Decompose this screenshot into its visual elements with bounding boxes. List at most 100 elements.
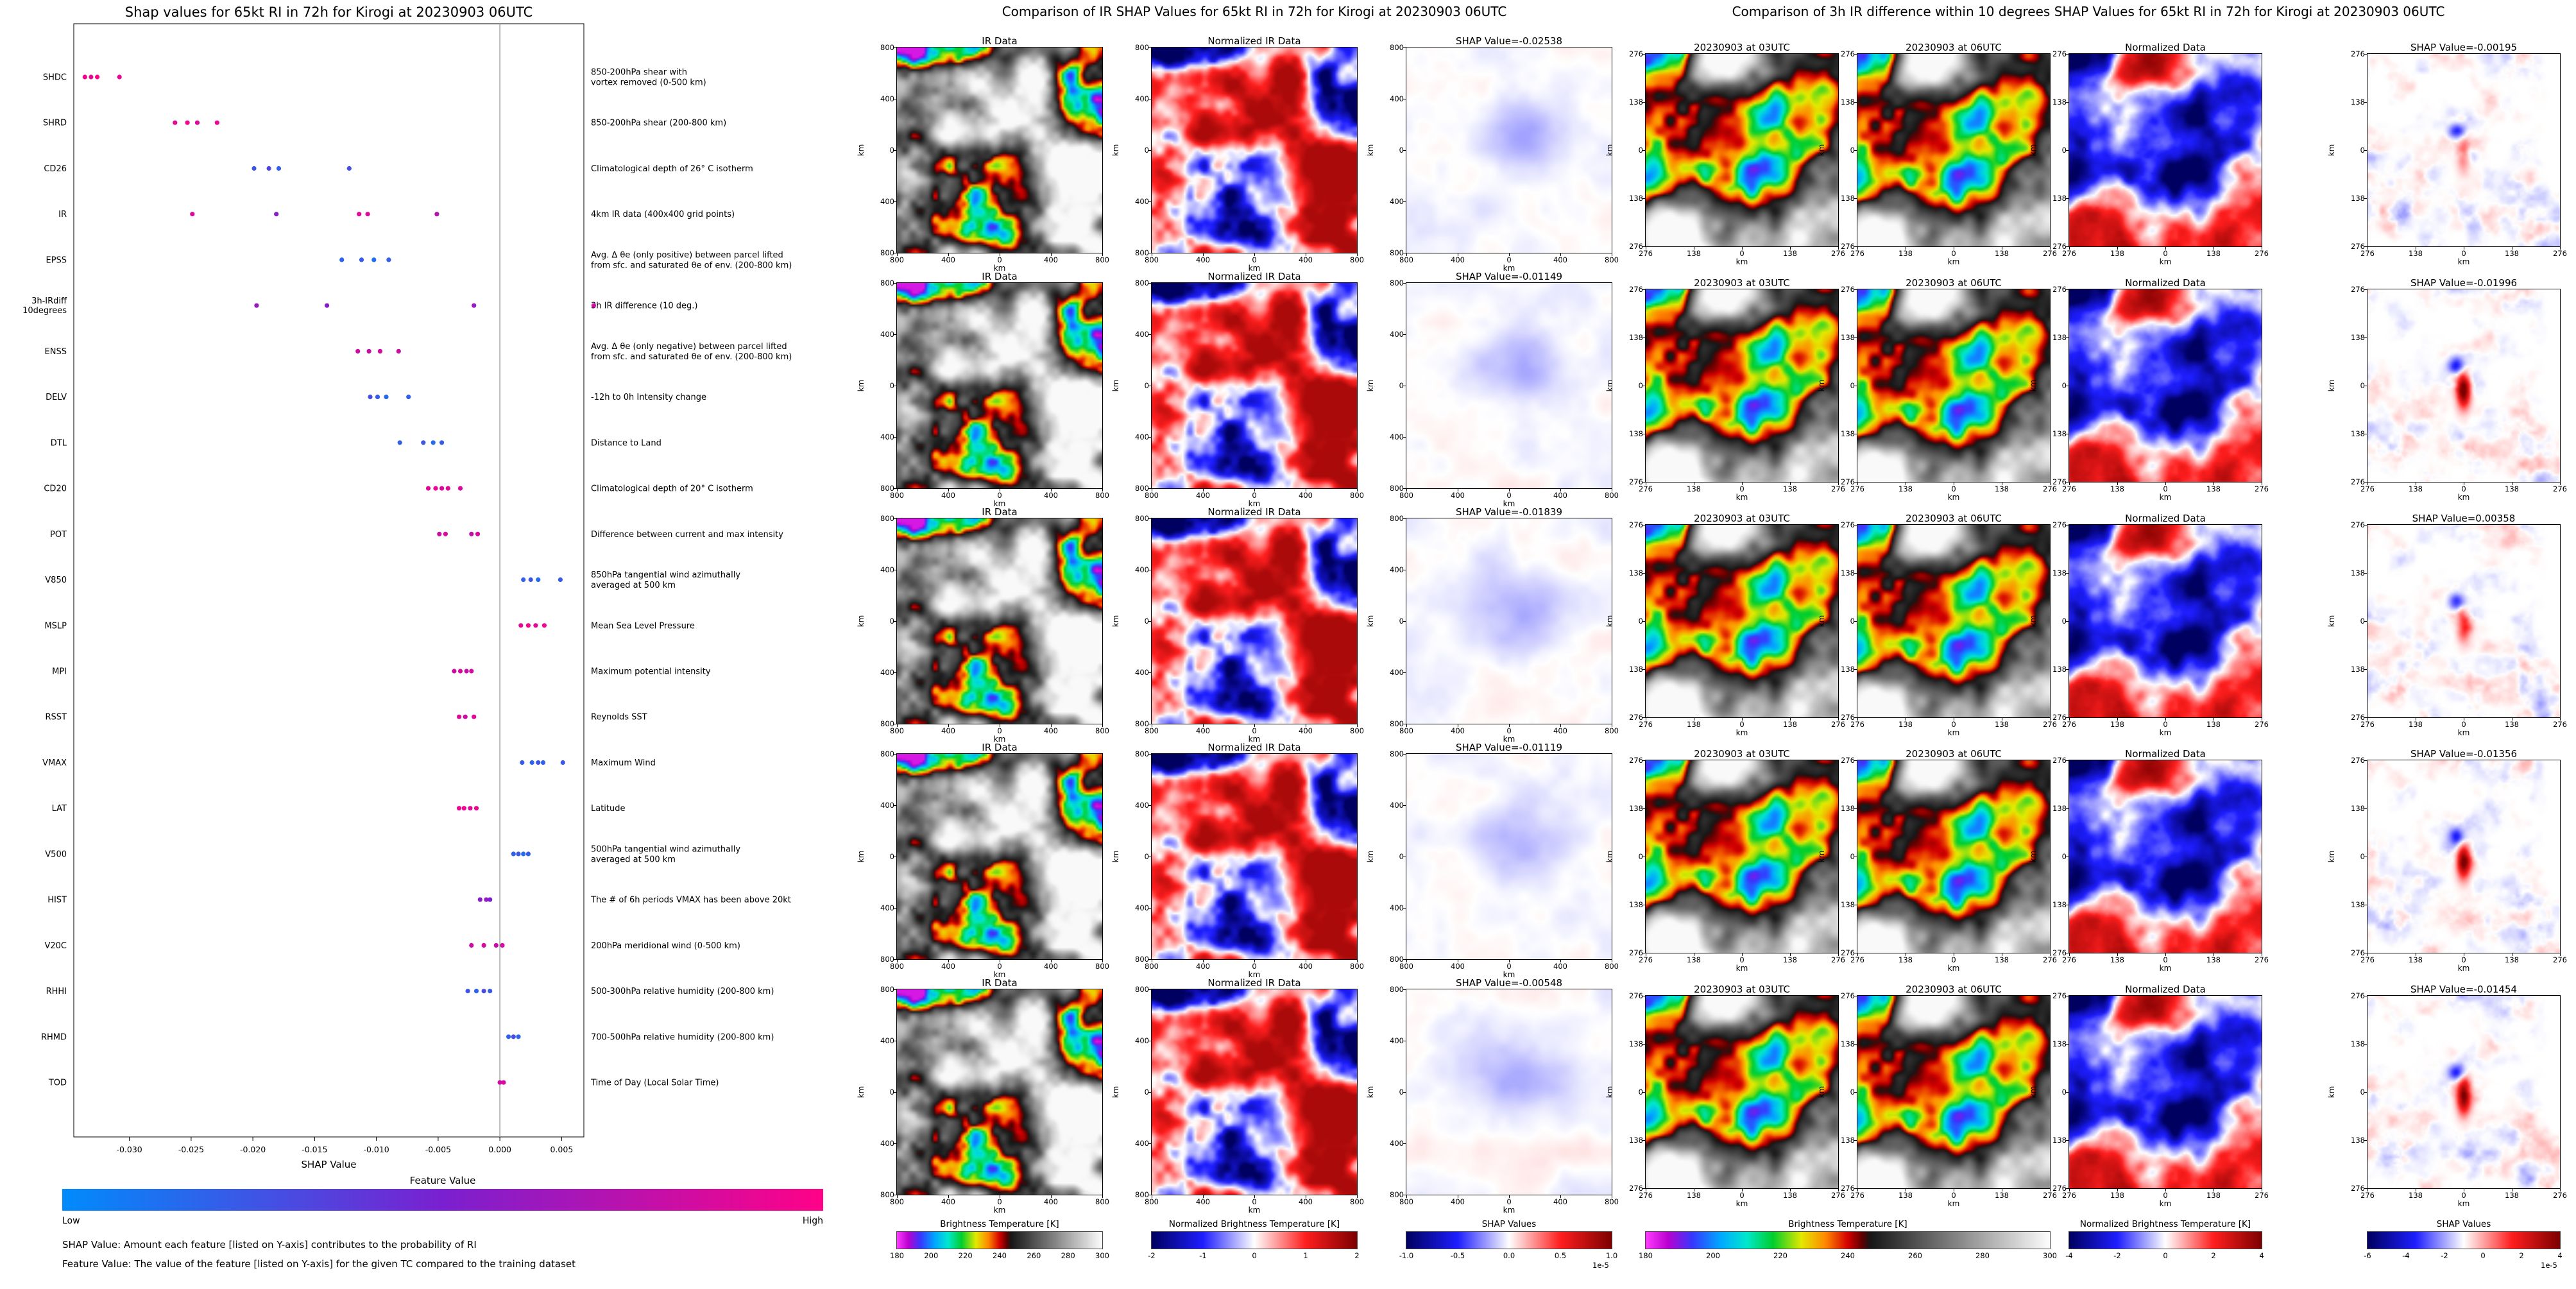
colorbar-tick-label: 300 <box>2043 1251 2057 1260</box>
shap-diff-map-canvas <box>2367 289 2561 482</box>
y-tick-label: 276 <box>2052 242 2067 251</box>
x-tick-mark <box>1509 488 1510 491</box>
y-axis-label: km <box>1817 379 1826 392</box>
x-tick-label: 0 <box>1506 1197 1512 1206</box>
shap-point <box>375 395 380 400</box>
shap-point <box>525 851 531 857</box>
feature-label: HIST <box>47 896 67 905</box>
map-title: Normalized Data <box>2125 42 2206 53</box>
x-tick-label: 400 <box>1044 1197 1058 1206</box>
y-tick-label: 0 <box>889 617 894 626</box>
shap-map-title: SHAP Value=-0.00548 <box>1455 977 1563 989</box>
x-tick-label: 276 <box>2255 720 2269 729</box>
x-tick-label: 138 <box>1783 484 1797 493</box>
footnote-feature-value: Feature Value: The value of the feature … <box>62 1258 576 1270</box>
x-tick-label: -0.025 <box>178 1145 204 1154</box>
shap-point <box>525 623 531 628</box>
y-tick-label: 276 <box>1629 477 1643 486</box>
x-tick-label: 276 <box>2553 720 2567 729</box>
x-tick-label: 276 <box>1831 720 1845 729</box>
y-tick-label: 276 <box>2351 285 2365 294</box>
feature-label: DTL <box>51 438 67 448</box>
x-tick-mark <box>1254 488 1255 491</box>
shap-map-title: SHAP Value=-0.01996 <box>2410 277 2518 289</box>
y-tick-label: 138 <box>1629 429 1643 438</box>
y-tick-label: 276 <box>2351 756 2365 765</box>
x-axis-label: km <box>1503 970 1515 979</box>
y-tick-mark <box>2066 573 2069 574</box>
shap-point <box>457 486 463 491</box>
y-tick-label: 400 <box>1135 668 1149 677</box>
y-tick-mark <box>1403 754 1406 755</box>
y-tick-label: 138 <box>1841 1039 1855 1048</box>
x-tick-mark <box>2560 953 2561 956</box>
y-tick-label: 800 <box>880 955 894 964</box>
x-tick-mark <box>897 488 898 491</box>
x-tick-mark <box>1357 959 1358 962</box>
shap-point <box>371 257 377 262</box>
shap-point <box>488 989 493 994</box>
x-tick-label: 276 <box>1831 1191 1845 1200</box>
colorbar-label: SHAP Values <box>2436 1219 2491 1229</box>
shap-point <box>457 669 463 674</box>
y-tick-mark <box>2066 289 2069 290</box>
y-tick-label: 0 <box>1144 1088 1149 1097</box>
x-tick-mark <box>2560 246 2561 250</box>
x-axis-label: km <box>1248 970 1261 979</box>
x-tick-label: 0 <box>1252 491 1257 500</box>
feature-label: RHHI <box>46 987 67 996</box>
y-tick-label: 800 <box>1390 749 1404 758</box>
y-tick-mark <box>894 334 897 335</box>
irdiff-panel-suptitle: Comparison of 3h IR difference within 10… <box>1732 4 2445 19</box>
x-axis-label: km <box>1947 257 1960 266</box>
x-tick-label: 276 <box>2553 1191 2567 1200</box>
y-tick-label: 400 <box>1390 903 1404 912</box>
x-tick-mark <box>1790 1188 1791 1191</box>
feature-description: from sfc. and saturated θe of env. (200-… <box>591 352 792 362</box>
shap-point <box>266 166 271 171</box>
y-tick-mark <box>1148 989 1152 990</box>
shap-diff-map-canvas <box>2367 53 2561 247</box>
y-tick-label: 276 <box>2351 948 2365 957</box>
x-tick-label: -0.030 <box>116 1145 142 1154</box>
plot-frame <box>73 23 584 1138</box>
shap-point <box>469 669 474 674</box>
map-title: 20230903 at 03UTC <box>1694 748 1790 760</box>
colorbar-tick-label: 2 <box>2211 1251 2216 1260</box>
shap-value-map-canvas <box>1406 518 1612 724</box>
x-tick-label: 800 <box>1605 1197 1619 1206</box>
colorbar-tick-label: -2 <box>1148 1251 1156 1260</box>
x-tick-mark <box>2213 246 2214 250</box>
x-tick-label: -0.005 <box>425 1145 451 1154</box>
feature-label: V850 <box>45 576 67 585</box>
y-tick-label: 138 <box>2052 665 2067 674</box>
x-tick-label: 276 <box>2255 955 2269 964</box>
y-axis-label: km <box>1817 850 1826 863</box>
x-tick-label: 0 <box>1951 1191 1956 1200</box>
colorbar-tick-label: 280 <box>1061 1251 1075 1260</box>
map-title: Normalized IR Data <box>1207 742 1301 753</box>
x-tick-mark <box>1857 717 1858 721</box>
x-tick-label: 0 <box>1951 484 1956 493</box>
y-tick-label: 276 <box>1629 520 1643 529</box>
feature-label: VMAX <box>42 758 67 768</box>
x-tick-mark <box>2050 1188 2051 1191</box>
y-tick-mark <box>1403 908 1406 909</box>
colorbar-tick-label: 220 <box>958 1251 973 1260</box>
feature-description: Avg. Δ θe (only positive) between parcel… <box>591 250 783 260</box>
y-tick-mark <box>2364 1092 2367 1093</box>
x-tick-label: 400 <box>1553 491 1567 500</box>
y-tick-label: 276 <box>1629 991 1643 1000</box>
x-tick-label: 800 <box>1095 726 1109 735</box>
x-tick-mark <box>2050 953 2051 956</box>
x-tick-label: 0 <box>2163 249 2168 258</box>
normalized-diff-map-canvas <box>2068 53 2262 247</box>
x-tick-label: 138 <box>2409 484 2423 493</box>
y-tick-mark <box>1854 102 1857 103</box>
x-tick-mark <box>1051 724 1052 727</box>
x-tick-label: 400 <box>1451 1197 1465 1206</box>
feature-description: 3h IR difference (10 deg.) <box>591 302 698 311</box>
y-tick-mark <box>2066 1092 2069 1093</box>
x-tick-label: 276 <box>1850 955 1864 964</box>
